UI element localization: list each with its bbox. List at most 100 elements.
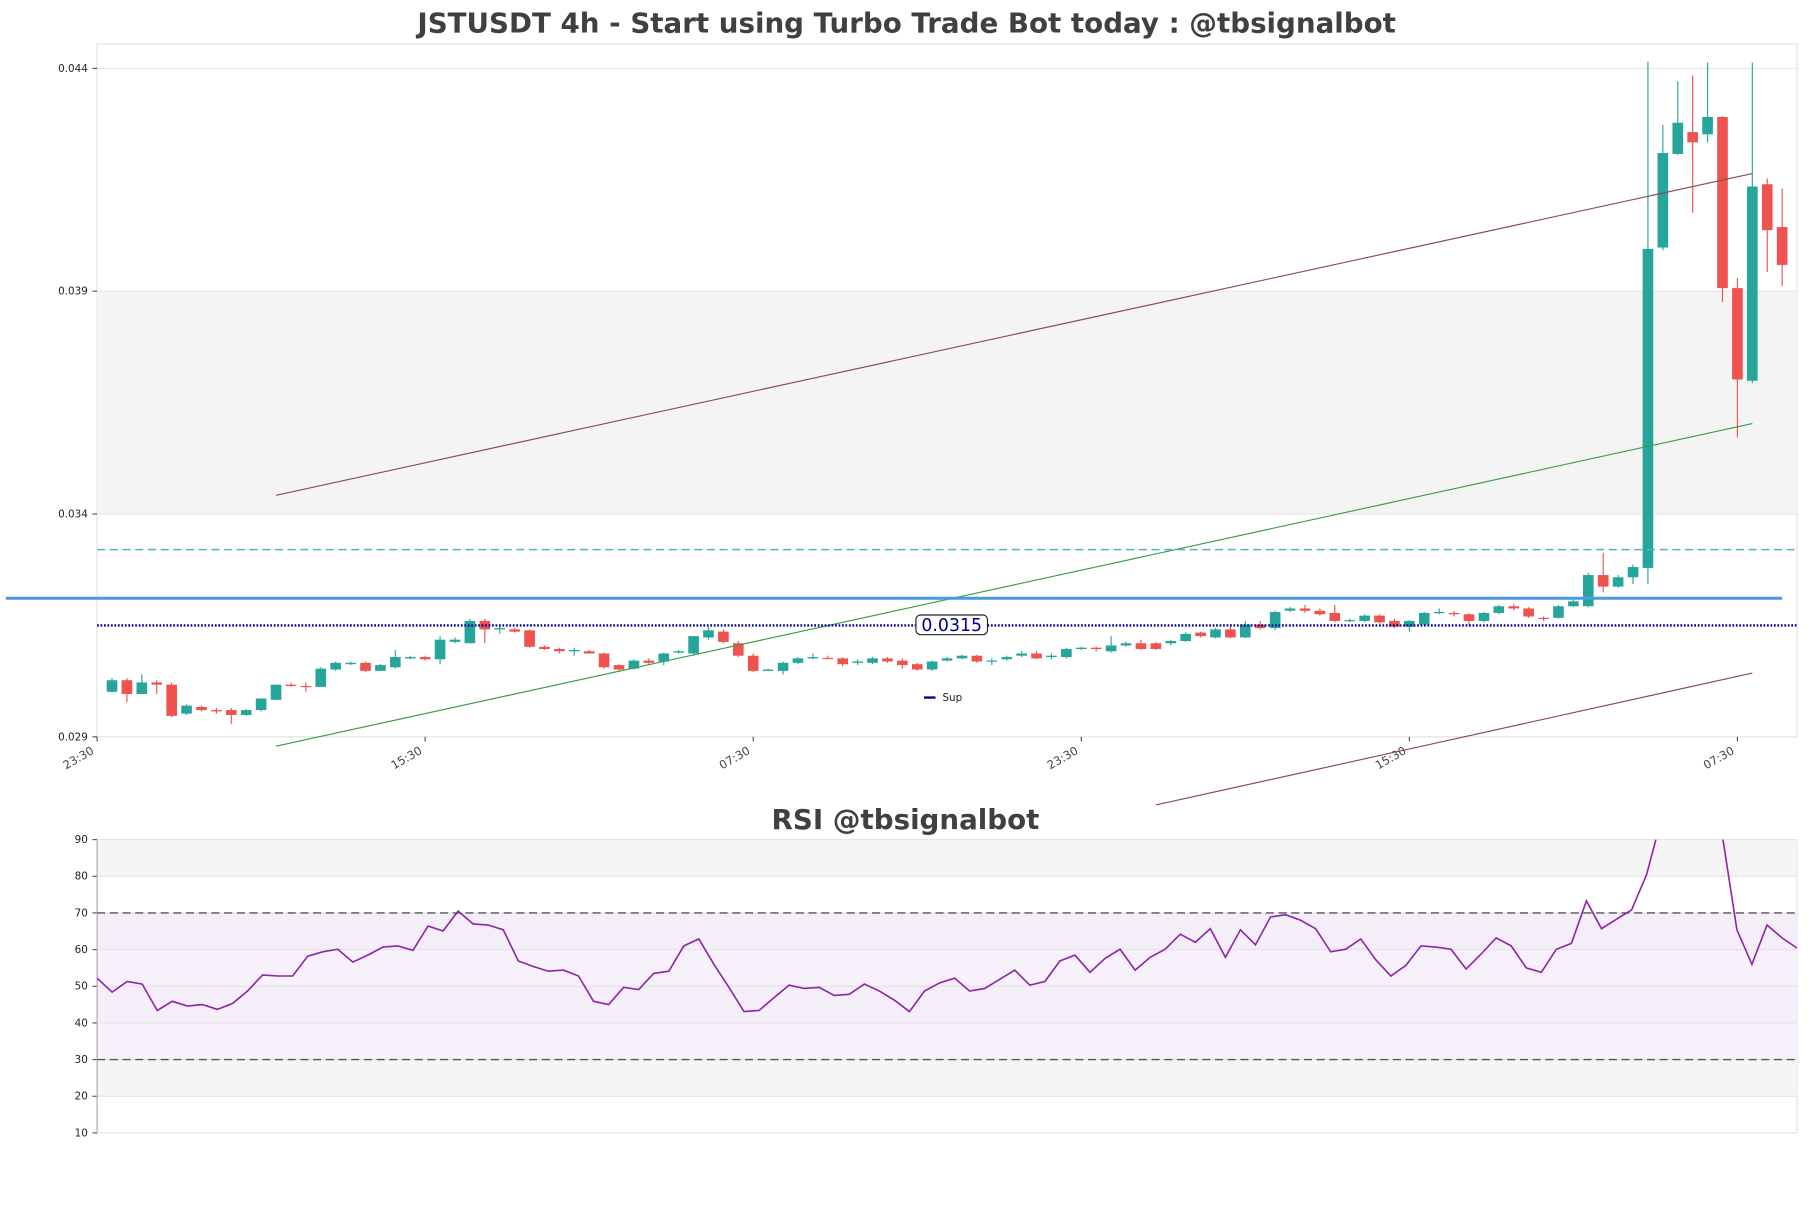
candle-body [792,658,804,663]
candle-body [1284,608,1296,611]
y-tick-label: 10 [75,1127,88,1139]
candle-body [1254,624,1266,629]
band [97,291,1798,515]
y-tick-label: 0.034 [58,508,88,520]
candle-body [121,680,133,695]
candle-body [956,655,968,659]
candle-body [1105,645,1117,652]
y-tick-label: 60 [75,944,88,956]
candle-body [255,698,267,711]
y-tick-label: 20 [75,1091,88,1103]
candle-body [360,662,371,671]
trend-line [275,422,1753,747]
candle-body [1463,614,1475,621]
candle-body [762,669,774,671]
candle-body [1404,620,1415,627]
candle-body [673,651,684,653]
candle-body [479,620,491,630]
candle-body [1508,606,1520,609]
candle-body [1523,608,1534,617]
candle-body [390,657,401,668]
candle-body [1299,608,1311,611]
candle-body [1150,643,1162,650]
candle-body [1433,612,1445,614]
candle-body [404,657,416,659]
candle-body [434,639,446,660]
candle-body [1612,577,1624,587]
candle-body [1240,624,1251,638]
y-tick-label: 90 [75,834,88,846]
candle-body [1061,649,1072,658]
candle-body [285,684,297,687]
candle-body [1165,641,1177,644]
level-label-box [915,614,989,636]
trend-line [1155,672,1753,806]
level-label: 0.0315 [921,616,982,636]
candle-body [1717,116,1728,289]
candle-body [509,629,520,632]
y-tick-label: 70 [75,907,88,919]
candle-body [807,657,819,659]
candle-body [1210,629,1221,638]
candle-body [494,628,506,630]
candle-body [1553,606,1564,618]
y-tick-label: 0.044 [58,63,88,75]
candle-body [1359,615,1370,621]
candle-body [196,706,207,711]
candle-body [837,658,849,665]
candle-body [583,651,595,654]
candle-body [1702,116,1713,135]
candle-body [181,705,192,714]
candle-body [613,665,625,670]
candle-body [1568,601,1579,607]
candle-body [688,636,699,654]
x-tick-label: 07:30 [1701,743,1737,772]
candle-body [1418,612,1430,625]
x-tick-label: 15:30 [1373,743,1409,772]
candle-body [1642,248,1654,568]
candle-body [1627,567,1639,578]
candle-body [166,684,177,716]
candle-body [971,655,983,662]
y-tick-label: 0.039 [58,286,88,298]
candle-body [464,620,476,644]
x-tick-label: 07:30 [717,743,753,772]
candle-body [1225,629,1236,638]
candle-body [270,684,282,700]
candle-body [524,630,535,647]
y-tick-label: 30 [75,1054,88,1066]
candle-body [941,658,953,661]
candle-body [1344,620,1356,622]
candle-body [1195,632,1206,637]
candle-body [1761,184,1773,231]
candle-body [375,665,386,671]
rsi-clip-group [97,839,1798,1013]
y-tick-label: 0.029 [58,731,88,743]
y-tick-label: 50 [75,981,88,993]
candle-body [852,661,863,663]
candle-body [777,662,789,671]
chart-title: JSTUSDT 4h - Start using Turbo Trade Bot… [415,6,1396,39]
candle-body [1120,643,1132,646]
y-tick-label: 80 [75,871,88,883]
candle-body [1269,612,1281,629]
candle-body [1090,647,1102,650]
candle-body [1389,620,1400,627]
candle-body [449,639,461,642]
candle-body [718,631,729,642]
candle-body [568,649,580,652]
candle-body [882,658,893,662]
candle-body [911,664,923,670]
trend-line [275,172,1753,496]
candle-body [136,682,148,695]
candle-body [1046,655,1057,658]
candle-body [1478,612,1490,621]
candle-body [1672,122,1684,154]
legend-label: Sup [942,692,962,704]
candle-body [1016,653,1027,656]
candle-body [1329,612,1341,621]
candle-body [1075,647,1087,650]
candle-body [703,630,714,638]
candle-body [554,649,565,652]
